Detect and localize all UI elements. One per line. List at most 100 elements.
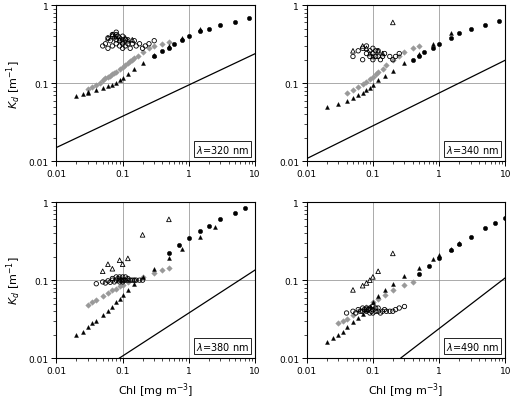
Point [343, 98, 351, 104]
Point [124, 275, 132, 282]
Point [108, 288, 116, 294]
Point [382, 63, 390, 69]
Point [374, 308, 382, 315]
Point [362, 308, 370, 315]
Text: $\lambda$=490 nm: $\lambda$=490 nm [446, 340, 499, 352]
Point [241, 205, 249, 211]
Point [141, 44, 149, 50]
Point [115, 277, 124, 284]
Point [381, 51, 389, 58]
Point [139, 274, 147, 281]
Point [135, 277, 144, 284]
Point [145, 46, 153, 52]
Point [369, 46, 377, 52]
Point [104, 83, 112, 90]
Point [135, 41, 144, 48]
Point [339, 318, 347, 324]
Point [84, 324, 92, 330]
Point [112, 30, 121, 36]
Point [196, 234, 205, 240]
Point [395, 305, 403, 311]
Point [112, 34, 121, 40]
Point [361, 307, 369, 313]
Point [369, 303, 377, 310]
Point [501, 215, 509, 222]
Point [84, 86, 92, 93]
Point [132, 44, 140, 50]
Point [179, 246, 187, 253]
Point [98, 312, 107, 318]
Point [377, 58, 385, 64]
Point [115, 67, 124, 74]
X-axis label: Chl [mg m$^{-3}$]: Chl [mg m$^{-3}$] [118, 381, 193, 399]
Point [400, 303, 408, 310]
Point [369, 54, 377, 61]
Point [349, 287, 357, 294]
Point [150, 38, 159, 45]
Point [400, 50, 408, 56]
Point [124, 277, 132, 284]
Point [334, 101, 342, 107]
Point [374, 69, 382, 76]
Point [95, 81, 104, 87]
Point [211, 224, 219, 230]
Point [395, 54, 403, 61]
Point [447, 247, 455, 254]
Point [150, 44, 159, 50]
Point [112, 299, 121, 306]
Point [415, 264, 423, 271]
Point [359, 91, 367, 97]
Point [415, 54, 423, 61]
Point [72, 332, 81, 338]
Point [349, 95, 357, 102]
Point [119, 46, 127, 52]
Point [110, 70, 119, 77]
Point [366, 49, 374, 55]
Point [108, 32, 116, 39]
Point [104, 308, 112, 315]
Point [366, 277, 374, 284]
Point [119, 37, 127, 44]
Point [389, 281, 397, 287]
Point [124, 279, 132, 286]
Point [389, 20, 397, 27]
Point [165, 217, 173, 223]
Point [366, 85, 374, 92]
Point [119, 274, 127, 281]
Point [395, 51, 403, 58]
Point [106, 279, 114, 286]
Point [343, 310, 351, 316]
Point [104, 261, 112, 268]
Point [495, 19, 503, 26]
Point [108, 303, 116, 310]
Point [369, 299, 377, 306]
Point [400, 273, 408, 280]
Point [119, 39, 127, 46]
Point [435, 252, 443, 259]
Point [389, 308, 397, 315]
Point [369, 83, 377, 89]
Point [165, 39, 173, 46]
Point [92, 281, 101, 287]
Point [108, 32, 116, 39]
Point [389, 58, 397, 64]
Point [400, 282, 408, 289]
Point [467, 26, 475, 33]
Point [84, 91, 92, 97]
Point [369, 307, 377, 313]
Point [108, 266, 116, 272]
Point [362, 79, 370, 85]
Point [364, 307, 372, 313]
Point [121, 44, 129, 50]
Point [130, 277, 139, 284]
Point [359, 44, 367, 50]
Point [108, 277, 116, 284]
Point [362, 303, 370, 310]
Point [88, 84, 96, 91]
Point [362, 51, 370, 58]
Point [115, 38, 124, 45]
Point [150, 266, 159, 272]
Point [115, 274, 124, 281]
Point [72, 94, 81, 100]
Point [455, 241, 463, 248]
